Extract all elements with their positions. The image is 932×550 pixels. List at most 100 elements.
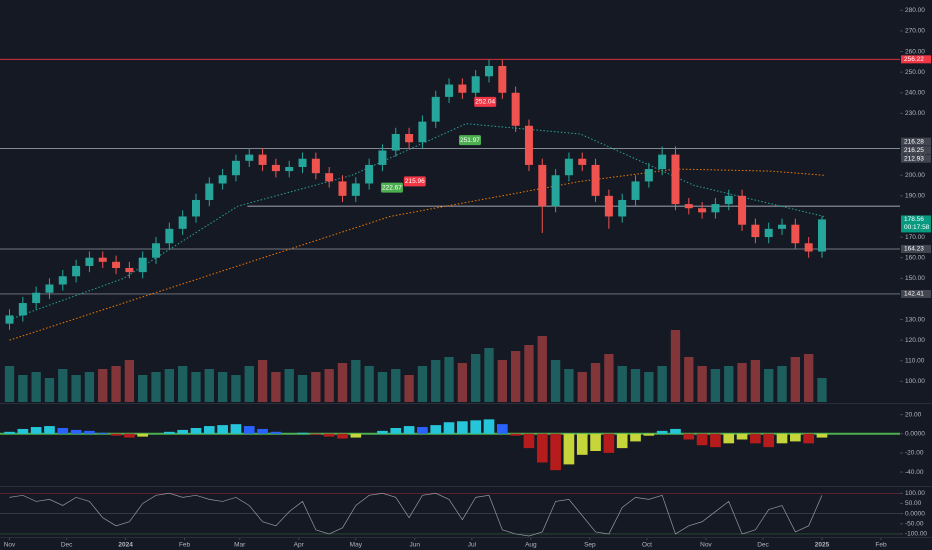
macd-bar [403, 426, 415, 434]
volume-bar [630, 369, 641, 402]
volume-bar [191, 372, 201, 402]
volume-bar [577, 372, 587, 402]
volume-bar [710, 369, 721, 402]
candle-body [365, 164, 374, 184]
y-tick-label: 240.00 [905, 89, 925, 96]
y-tick-label: 160.00 [905, 254, 925, 261]
macd-bar [683, 433, 695, 440]
volume-bar [391, 369, 401, 402]
x-tick-label: Jun [410, 542, 421, 549]
candle-body [325, 173, 334, 182]
macd-bar [430, 425, 442, 434]
volume-bar [44, 378, 55, 402]
price-label: 256.22 [904, 56, 924, 63]
volume-bar [4, 366, 15, 402]
y-tick-label: 0.0000 [905, 510, 925, 517]
x-tick-label: Dec [61, 542, 73, 549]
macd-bar [337, 433, 348, 439]
x-tick-label: Dec [757, 542, 769, 549]
candle-body [205, 183, 214, 200]
x-tick-label: Aug [525, 542, 537, 549]
macd-bar [124, 433, 135, 438]
candle-body [538, 164, 547, 207]
volume-bar [817, 378, 827, 402]
candle-body [658, 154, 667, 170]
candle-body [98, 257, 107, 262]
candle-body [684, 204, 693, 209]
macd-bar [110, 433, 122, 436]
macd-bar [84, 430, 95, 434]
volume-bar [98, 369, 108, 402]
candle-body [751, 224, 760, 238]
candle-body [58, 276, 67, 285]
candle-body [431, 96, 440, 122]
x-tick-label: Jul [468, 542, 477, 549]
volume-bar [804, 354, 814, 402]
y-tick-label: 230.00 [905, 110, 925, 117]
price-label-box [901, 244, 931, 253]
candle-body [285, 166, 294, 172]
price-label: 212.93 [904, 155, 924, 162]
price-label: 216.25 [904, 147, 924, 154]
candle-body [644, 169, 653, 182]
macd-bar [377, 430, 388, 434]
macd-bar [576, 433, 588, 455]
candle-body [231, 160, 240, 176]
candle-body [445, 84, 454, 97]
x-tick-label: Feb [179, 542, 191, 549]
y-tick-label: -50.00 [905, 521, 924, 528]
macd-bar [603, 433, 615, 453]
x-tick-label: Oct [642, 542, 652, 549]
x-tick-label: Mar [234, 542, 246, 549]
volume-bar [244, 366, 254, 402]
macd-bar [510, 433, 521, 436]
macd-bar [763, 433, 775, 448]
candle-body [245, 154, 254, 161]
candle-body [711, 204, 720, 213]
candle-body [45, 284, 54, 293]
volume-bar [404, 375, 414, 402]
macd-bar [457, 421, 468, 434]
volume-bar [590, 363, 601, 402]
volume-bar [417, 366, 428, 402]
macd-bar [203, 426, 215, 434]
y-tick-label: 260.00 [905, 48, 925, 55]
candle-body [72, 265, 81, 277]
countdown: 00:17:58 [904, 224, 930, 231]
volume-bar [297, 375, 308, 402]
volume-bar [537, 336, 547, 402]
candle-body [791, 224, 800, 244]
cci-line [9, 492, 823, 537]
annotation-label: 222.67 [382, 184, 402, 191]
candle-body [378, 150, 387, 165]
macd-bar [483, 419, 495, 434]
volume-bar [670, 330, 681, 402]
macd-bar [696, 433, 708, 446]
volume-bar [58, 369, 68, 402]
volume-bar [337, 363, 348, 402]
macd-bar [776, 433, 788, 444]
candle-body [178, 216, 187, 229]
macd-bar [57, 427, 69, 434]
price-label: 164.23 [904, 246, 924, 253]
volume-bar [550, 360, 561, 402]
macd-bar [470, 420, 482, 434]
x-tick-label: Nov [4, 542, 16, 549]
macd-bar [230, 424, 242, 434]
y-tick-label: 190.00 [905, 193, 925, 200]
candle-body [271, 164, 280, 172]
y-tick-label: 250.00 [905, 69, 925, 76]
candle-body [125, 268, 134, 273]
candle-body [458, 84, 467, 93]
volume-bar [457, 363, 468, 402]
macd-bar [523, 433, 535, 449]
macd-bar [616, 433, 628, 449]
price-label-box [901, 137, 931, 146]
annotation-box [380, 182, 403, 193]
volume-bar [124, 360, 135, 402]
price-label-box [901, 215, 931, 233]
macd-bar [536, 433, 548, 463]
volume-bar [471, 354, 481, 402]
